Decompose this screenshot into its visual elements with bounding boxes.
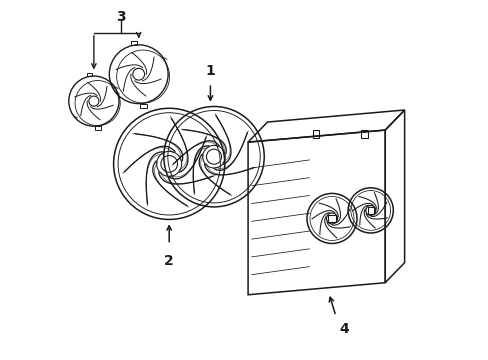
Text: 3: 3 xyxy=(116,10,125,24)
Text: 2: 2 xyxy=(164,253,174,267)
Text: 4: 4 xyxy=(339,321,348,336)
Text: 1: 1 xyxy=(205,64,215,78)
